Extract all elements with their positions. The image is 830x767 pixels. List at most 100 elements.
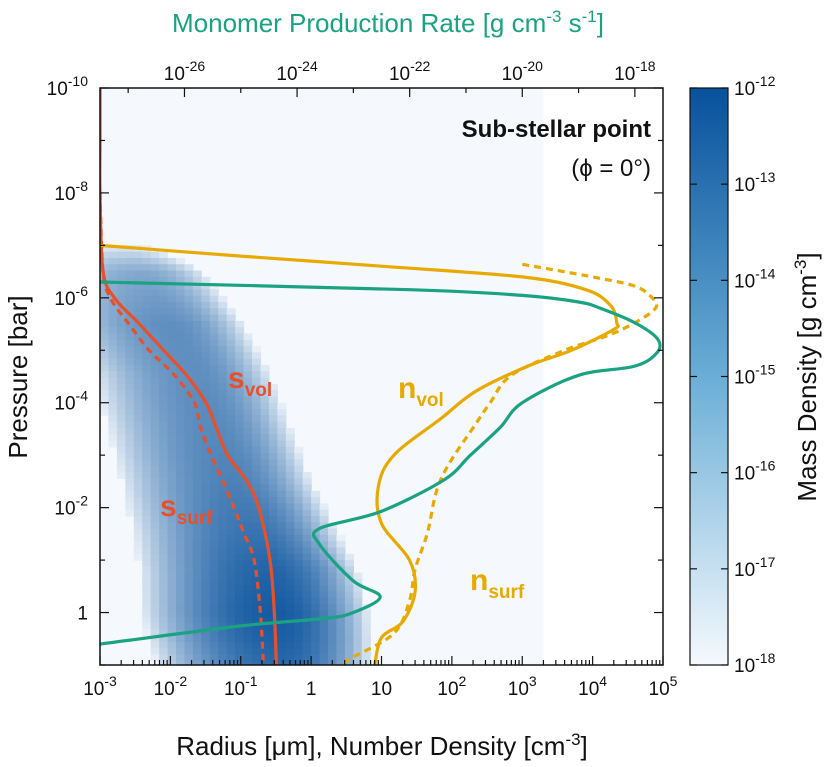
- colorbar-tick-label-4-base: 10: [734, 464, 755, 485]
- heatmap-cell: [294, 503, 304, 511]
- heatmap-cell: [311, 497, 321, 505]
- heatmap-cell: [184, 572, 194, 580]
- heatmap-cell: [268, 560, 278, 567]
- heatmap-cell: [218, 509, 228, 517]
- heatmap-cell: [277, 553, 287, 561]
- heatmap-cell: [201, 453, 211, 460]
- heatmap-cell: [328, 585, 338, 593]
- heatmap-cell: [116, 409, 126, 416]
- heatmap-cell: [150, 465, 160, 473]
- heatmap-cell: [133, 308, 143, 316]
- heatmap-cell: [209, 604, 219, 612]
- heatmap-cell: [125, 314, 135, 322]
- heatmap-cell: [201, 478, 211, 486]
- heatmap-cell: [192, 478, 202, 486]
- heatmap-cell: [226, 415, 236, 423]
- heatmap-cell: [184, 660, 194, 665]
- heatmap-cell: [226, 635, 236, 643]
- heatmap-cell: [336, 597, 346, 605]
- heatmap-cell: [226, 503, 236, 511]
- heatmap-cell: [209, 302, 219, 309]
- heatmap-cell: [159, 471, 169, 479]
- heatmap-cell: [201, 333, 211, 341]
- heatmap-cell: [277, 453, 287, 460]
- heatmap-cell: [192, 597, 202, 605]
- heatmap-cell: [277, 516, 287, 523]
- heatmap-cell: [319, 597, 329, 605]
- heatmap-cell: [260, 635, 270, 643]
- heatmap-cell: [176, 402, 186, 410]
- heatmap-cell: [353, 623, 363, 630]
- heatmap-cell: [235, 364, 245, 372]
- heatmap-cell: [328, 635, 338, 643]
- heatmap-cell: [319, 660, 329, 665]
- heatmap-cell: [184, 346, 194, 353]
- heatmap-cell: [116, 383, 126, 391]
- heatmap-cell: [243, 427, 253, 435]
- heatmap-cell: [142, 308, 152, 316]
- heatmap-cell: [260, 604, 270, 612]
- heatmap-cell: [167, 509, 177, 517]
- heatmap-cell: [133, 478, 143, 486]
- heatmap-cell: [235, 654, 245, 662]
- heatmap-cell: [201, 604, 211, 612]
- heatmap-cell: [294, 446, 304, 454]
- heatmap-cell: [226, 409, 236, 416]
- heatmap-cell: [260, 660, 270, 665]
- heatmap-cell: [226, 553, 236, 561]
- heatmap-cell: [192, 522, 202, 530]
- heatmap-cell: [201, 320, 211, 328]
- heatmap-cell: [226, 572, 236, 580]
- heatmap-cell: [201, 610, 211, 618]
- heatmap-cell: [116, 358, 126, 366]
- heatmap-cell: [336, 610, 346, 618]
- heatmap-cell: [184, 308, 194, 316]
- heatmap-cell: [243, 547, 253, 555]
- heatmap-cell: [116, 308, 126, 316]
- heatmap-cell: [167, 516, 177, 523]
- heatmap-cell: [201, 295, 211, 303]
- heatmap-cell: [184, 415, 194, 423]
- heatmap-cell: [252, 346, 262, 353]
- label-n-vol-main: n: [398, 372, 416, 405]
- heatmap-cell: [353, 648, 363, 656]
- annotation-subtitle: (ϕ = 0°): [571, 155, 651, 182]
- heatmap-cell: [192, 295, 202, 303]
- heatmap-cell: [209, 522, 219, 530]
- heatmap-cell: [100, 283, 110, 291]
- heatmap-cell: [209, 541, 219, 549]
- heatmap-cell: [311, 635, 321, 643]
- heatmap-cell: [133, 503, 143, 511]
- heatmap-cell: [150, 327, 160, 335]
- heatmap-cell: [252, 629, 262, 637]
- x-bottom-tick-label-3: 1: [306, 679, 317, 700]
- heatmap-cell: [150, 623, 160, 630]
- heatmap-cell: [159, 264, 169, 272]
- heatmap-cell: [336, 635, 346, 643]
- heatmap-cell: [184, 302, 194, 309]
- x-top-tick-label-4: 10-18: [614, 58, 656, 85]
- heatmap-cell: [311, 503, 321, 511]
- heatmap-cell: [226, 390, 236, 398]
- heatmap-cell: [243, 471, 253, 479]
- heatmap-cell: [201, 616, 211, 624]
- heatmap-cell: [226, 314, 236, 322]
- heatmap-cell: [192, 623, 202, 630]
- heatmap-cell: [116, 346, 126, 353]
- heatmap-cell: [133, 541, 143, 549]
- heatmap-cell: [150, 604, 160, 612]
- heatmap-cell: [159, 257, 169, 265]
- heatmap-cell: [226, 591, 236, 599]
- heatmap-cell: [150, 629, 160, 637]
- heatmap-cell: [192, 283, 202, 291]
- heatmap-cell: [192, 270, 202, 278]
- heatmap-cell: [218, 453, 228, 460]
- heatmap-cell: [218, 516, 228, 523]
- colorbar-tick-label-0: 10-12: [734, 73, 776, 100]
- heatmap-cell: [150, 591, 160, 599]
- heatmap-cell: [302, 660, 312, 665]
- heatmap-cell: [353, 591, 363, 599]
- heatmap-cell: [311, 623, 321, 630]
- heatmap-cell: [218, 302, 228, 309]
- heatmap-cell: [361, 629, 371, 637]
